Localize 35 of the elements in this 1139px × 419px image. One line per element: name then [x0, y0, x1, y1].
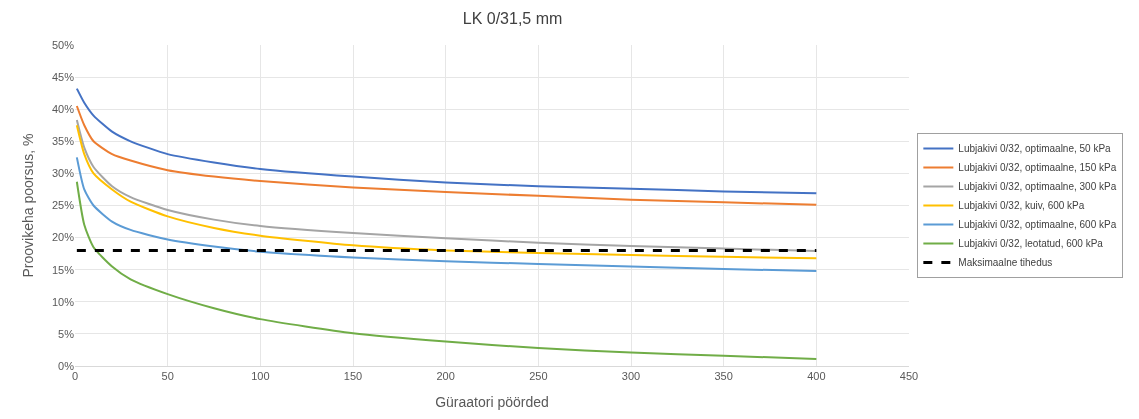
x-tick-label: 100: [251, 370, 270, 383]
legend-label: Lubjakivi 0/32, optimaalne, 150 kPa: [958, 162, 1117, 174]
y-tick-label: 10%: [51, 295, 75, 308]
x-tick-label: 0: [71, 370, 79, 383]
y-tick-label: 5%: [58, 327, 75, 340]
y-axis-title: Proovikeha poorsus, %: [19, 133, 36, 278]
x-tick-label: 250: [529, 370, 548, 383]
y-tick-label: 25%: [51, 199, 75, 212]
y-tick-label: 20%: [51, 231, 75, 244]
x-tick-label: 300: [621, 370, 641, 383]
x-axis-title: Güraatori pöörded: [435, 393, 549, 410]
line-series: [75, 104, 818, 206]
x-tick-label: 400: [807, 370, 826, 383]
y-tick-label: 0%: [58, 359, 75, 372]
legend-label: Lubjakivi 0/32, optimaalne, 600 kPa: [958, 219, 1117, 231]
chart-title: LK 0/31,5 mm: [462, 9, 563, 27]
y-tick-label: 45%: [51, 70, 75, 83]
y-tick-label: 50%: [51, 38, 75, 51]
line-series: [75, 156, 818, 272]
legend-label: Lubjakivi 0/32, optimaalne, 300 kPa: [958, 181, 1117, 193]
y-tick-label: 15%: [51, 263, 75, 276]
legend-label: Lubjakivi 0/32, optimaalne, 50 kPa: [958, 143, 1112, 155]
x-tick-label: 350: [714, 370, 733, 383]
y-tick-label: 30%: [51, 167, 75, 180]
y-tick-label: 40%: [51, 103, 75, 116]
x-tick-label: 450: [899, 370, 919, 383]
x-tick-label: 200: [436, 370, 455, 383]
x-tick-label: 50: [161, 370, 174, 383]
x-tick-label: 150: [343, 370, 363, 383]
legend-label: Lubjakivi 0/32, leotatud, 600 kPa: [958, 238, 1104, 250]
line-series: [75, 180, 818, 360]
y-tick-label: 35%: [51, 135, 75, 148]
legend-label: Maksimaalne tihedus: [958, 257, 1053, 269]
legend-label: Lubjakivi 0/32, kuiv, 600 kPa: [958, 200, 1085, 212]
line-series: [75, 87, 818, 195]
